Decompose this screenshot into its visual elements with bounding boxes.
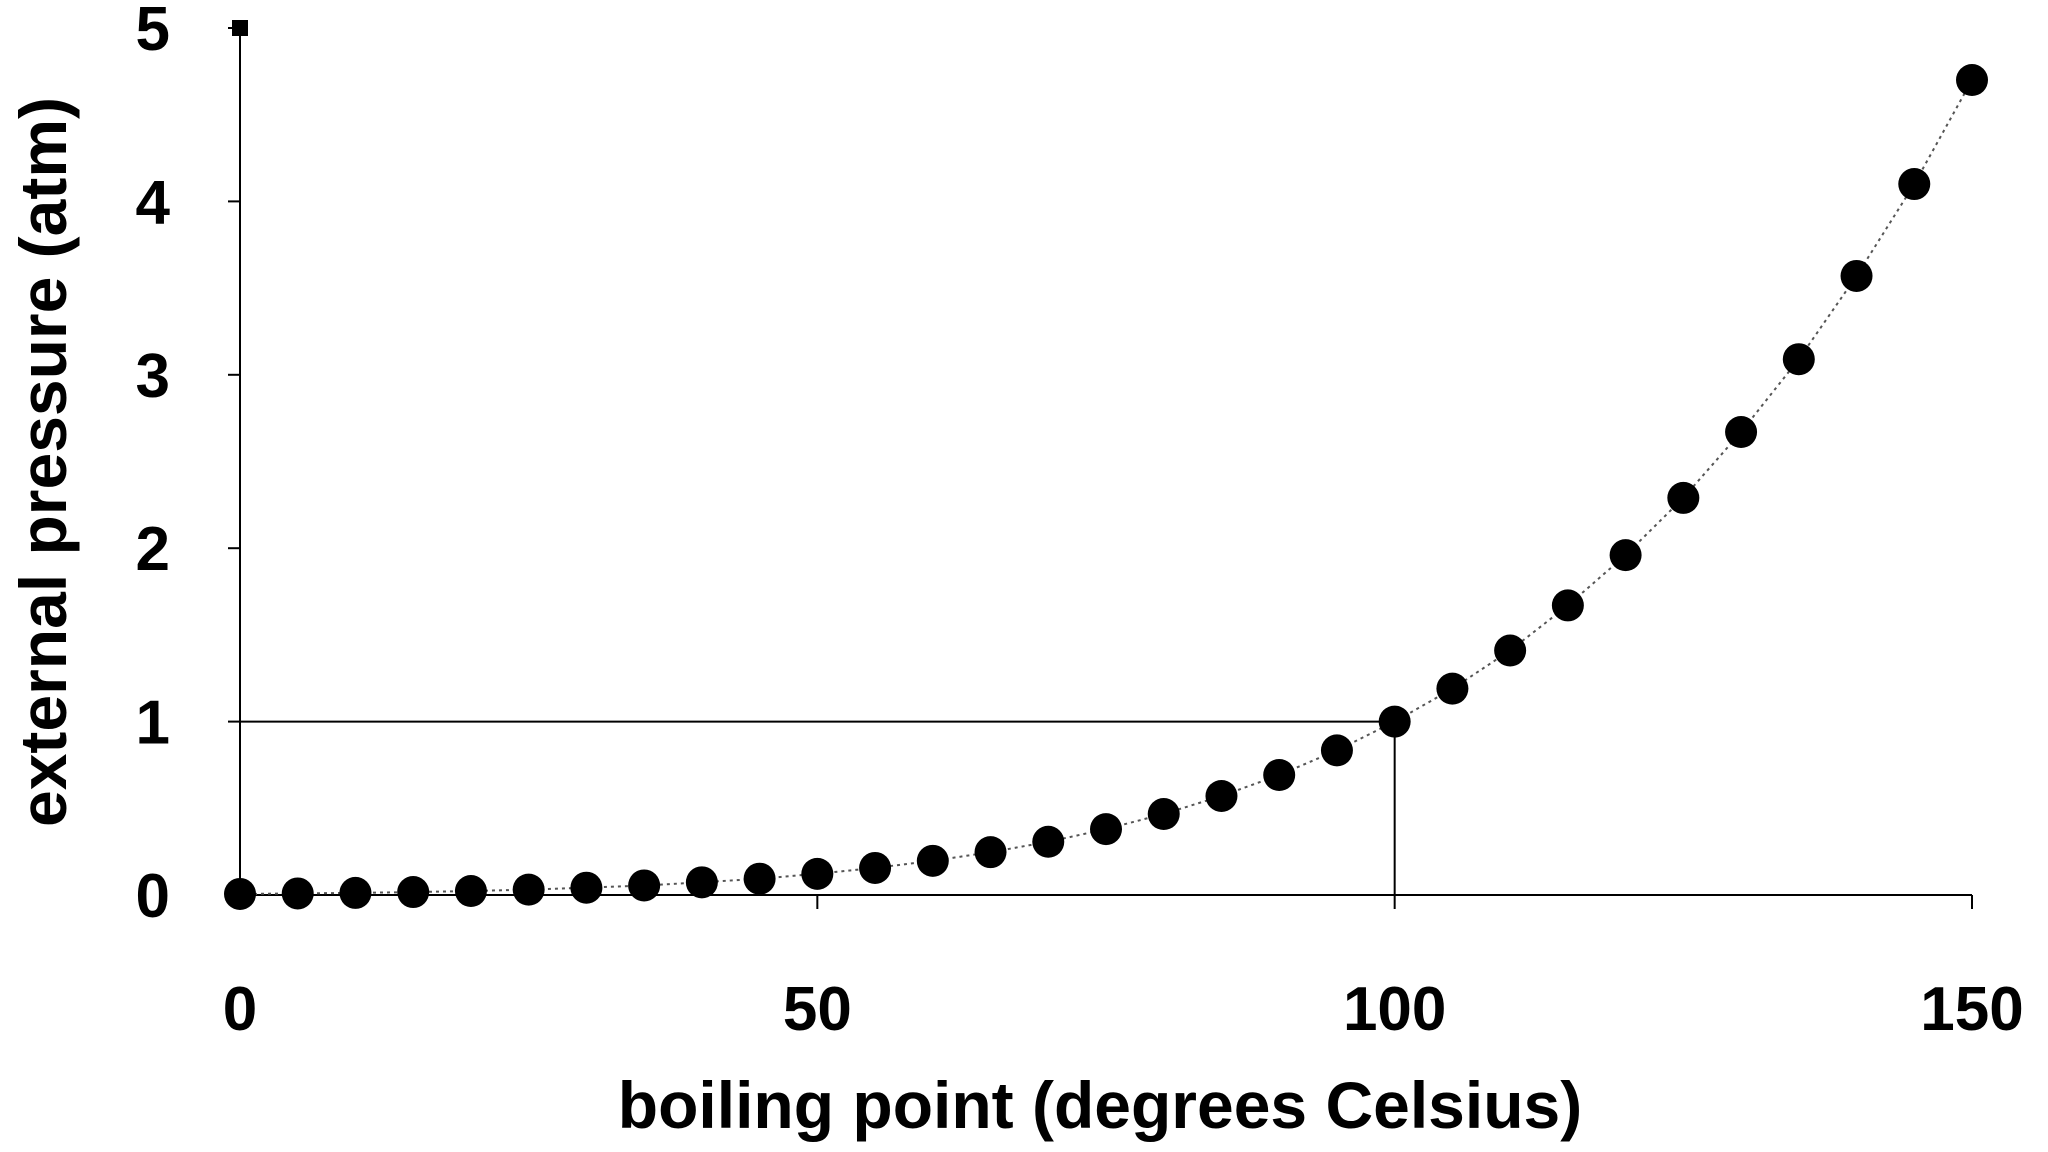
points-layer <box>224 64 1988 910</box>
data-point <box>1898 168 1931 201</box>
data-point <box>512 873 545 906</box>
data-point <box>801 857 834 890</box>
data-point <box>397 876 430 909</box>
data-point <box>1551 589 1584 622</box>
y-tick-label: 5 <box>136 0 170 64</box>
data-point <box>1840 259 1873 292</box>
x-tick-label: 150 <box>1920 975 2023 1044</box>
data-point <box>916 844 949 877</box>
line-layer <box>239 79 1973 895</box>
x-tick-label: 50 <box>783 975 852 1044</box>
data-point <box>685 866 718 899</box>
data-point <box>743 862 776 895</box>
y-tick-label: 0 <box>136 862 170 931</box>
y-tick-label: 3 <box>136 342 170 411</box>
data-point <box>1494 634 1527 667</box>
data-point <box>628 869 661 902</box>
data-point <box>224 877 256 910</box>
x-tick-label: 0 <box>223 975 257 1044</box>
data-point <box>1263 759 1296 792</box>
reference-layer <box>240 720 1396 895</box>
y-tick-label: 2 <box>136 515 170 584</box>
axes-layer <box>232 20 1972 896</box>
y-tick-label: 1 <box>136 689 170 758</box>
data-point <box>1378 705 1411 738</box>
data-point <box>1667 481 1700 514</box>
data-point <box>1032 825 1065 858</box>
data-point <box>1956 64 1988 97</box>
x-tick-label: 100 <box>1343 975 1446 1044</box>
data-point <box>454 875 487 908</box>
data-point <box>859 851 892 884</box>
data-point <box>339 876 372 909</box>
data-point <box>1090 813 1122 846</box>
data-point <box>281 877 314 910</box>
data-point <box>1609 539 1642 572</box>
x-axis-title: boiling point (degrees Celsius) <box>618 1068 1582 1142</box>
data-point <box>570 871 603 904</box>
series-line <box>239 79 1973 895</box>
data-point <box>1436 672 1469 705</box>
data-point <box>1147 798 1180 831</box>
y-tick-label: 4 <box>136 168 171 237</box>
data-point <box>1205 779 1238 812</box>
data-point <box>1320 734 1353 767</box>
data-point <box>974 836 1007 869</box>
data-point <box>1782 343 1815 376</box>
data-point <box>1725 416 1758 449</box>
y-axis-title: external pressure (atm) <box>6 97 80 827</box>
